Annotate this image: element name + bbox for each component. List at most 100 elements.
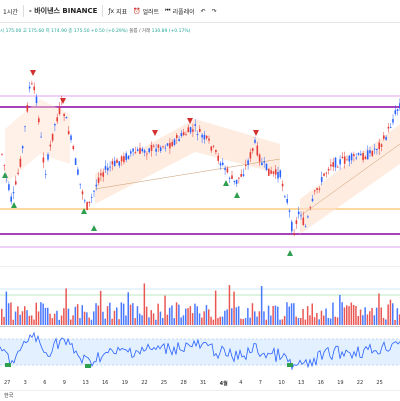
- candle-body: [337, 166, 339, 168]
- candle-body: [157, 144, 160, 148]
- candle-body: [153, 145, 155, 147]
- candle-body: [113, 160, 116, 166]
- candle-body: [277, 172, 279, 179]
- price-pane[interactable]: [0, 34, 400, 266]
- volume-bar: [56, 310, 58, 325]
- volume-bar: [306, 306, 309, 325]
- candle-body: [24, 126, 26, 128]
- time-axis-label: 25: [160, 380, 168, 386]
- volume-bar: [235, 307, 238, 325]
- candle-body: [254, 139, 256, 143]
- volume-bar: [171, 305, 173, 325]
- volume-bar: [113, 310, 116, 325]
- oscillator-chart[interactable]: [0, 327, 400, 379]
- candle-body: [330, 164, 332, 167]
- volume-bar: [106, 306, 109, 325]
- replay-icon: ⏮: [165, 7, 171, 14]
- redo-button[interactable]: ↷: [209, 8, 220, 15]
- time-axis[interactable]: 27 3 6 9 13 16 19 22 25 28 31 4월 4 7 10 13 16 19 22 25: [0, 378, 400, 390]
- volume-bar: [1, 308, 3, 325]
- volume-bar: [17, 306, 19, 325]
- volume-bar: [63, 308, 65, 325]
- candle-body: [309, 207, 311, 209]
- candle-body: [171, 142, 173, 147]
- volume-bar: [318, 319, 320, 325]
- interval-selector[interactable]: 1시간: [0, 7, 21, 16]
- alert-button[interactable]: ⏰ 얼러트: [130, 7, 162, 16]
- volume-bar: [350, 302, 353, 325]
- indicators-button[interactable]: ƒx 지표: [105, 7, 130, 16]
- footer-bar: 한국: [0, 390, 400, 401]
- candle-body: [132, 148, 134, 152]
- volume-pane[interactable]: [0, 266, 400, 327]
- volume-bar: [191, 313, 194, 325]
- volume-bar: [228, 285, 231, 325]
- volume-bar: [277, 306, 279, 325]
- volume-bar: [208, 309, 210, 325]
- candle-body: [297, 211, 300, 215]
- candle-body: [268, 168, 270, 176]
- toolbar-divider: [22, 5, 24, 17]
- top-toolbar: 1시간 - 바이낸스 BINANCE ƒx 지표 ⏰ 얼러트 ⏮ 리플레이 ↶ …: [0, 0, 400, 23]
- volume-bar: [49, 313, 51, 325]
- volume-bar: [343, 307, 346, 325]
- volume-bar: [389, 299, 392, 325]
- candle-body: [291, 221, 293, 232]
- oscillator-pane[interactable]: [0, 326, 400, 379]
- volume-chart[interactable]: [0, 267, 400, 327]
- volume-bar: [359, 309, 362, 325]
- candle-body: [210, 146, 213, 151]
- volume-bar: [286, 302, 288, 325]
- volume-bar: [231, 308, 233, 325]
- candle-body: [392, 119, 394, 123]
- candle-body: [3, 164, 6, 166]
- volume-bar: [28, 315, 31, 325]
- undo-button[interactable]: ↶: [198, 8, 209, 15]
- volume-bar: [33, 319, 35, 325]
- volume-bar: [385, 319, 387, 325]
- symbol-selector[interactable]: - 바이낸스 BINANCE: [26, 6, 101, 16]
- symbol-label: - 바이낸스 BINANCE: [28, 7, 98, 15]
- candle-body: [26, 105, 29, 112]
- replay-button[interactable]: ⏮ 리플레이: [162, 7, 198, 16]
- candle-body: [88, 201, 91, 203]
- volume-bar: [187, 308, 189, 325]
- candle-body: [226, 168, 229, 173]
- candle-body: [74, 158, 77, 165]
- volume-bar: [373, 315, 376, 325]
- candle-body: [67, 131, 70, 135]
- candle-body: [240, 173, 242, 177]
- candle-body: [107, 167, 109, 171]
- candle-body: [376, 149, 378, 151]
- candle-body: [51, 133, 54, 141]
- volume-bar: [214, 290, 217, 325]
- volume-bar: [111, 318, 113, 325]
- candle-body: [238, 177, 240, 179]
- volume-bar: [249, 317, 251, 325]
- volume-bar: [258, 311, 261, 325]
- volume-bar: [134, 318, 136, 325]
- volume-bar: [357, 315, 359, 325]
- candle-body: [339, 159, 341, 165]
- volume-bar: [332, 302, 334, 325]
- volume-bar: [237, 306, 240, 325]
- price-chart[interactable]: [0, 34, 400, 266]
- candle-body: [245, 165, 247, 166]
- trend-channel: [95, 119, 280, 204]
- volume-bar: [325, 308, 327, 325]
- volume-bar: [97, 305, 100, 325]
- channel-midline: [299, 143, 400, 217]
- volume-bar: [270, 315, 272, 325]
- candle-body: [212, 145, 215, 147]
- candle-body: [327, 168, 330, 171]
- volume-bar: [198, 313, 201, 325]
- time-axis-label: 22: [141, 380, 148, 386]
- volume-bar: [76, 304, 79, 325]
- candle-body: [364, 156, 367, 159]
- volume-bar: [375, 307, 378, 325]
- trend-channel: [300, 124, 400, 234]
- candle-body: [65, 116, 68, 119]
- volume-bar: [86, 312, 88, 325]
- time-axis-label: 3: [23, 380, 27, 386]
- candle-body: [93, 190, 95, 192]
